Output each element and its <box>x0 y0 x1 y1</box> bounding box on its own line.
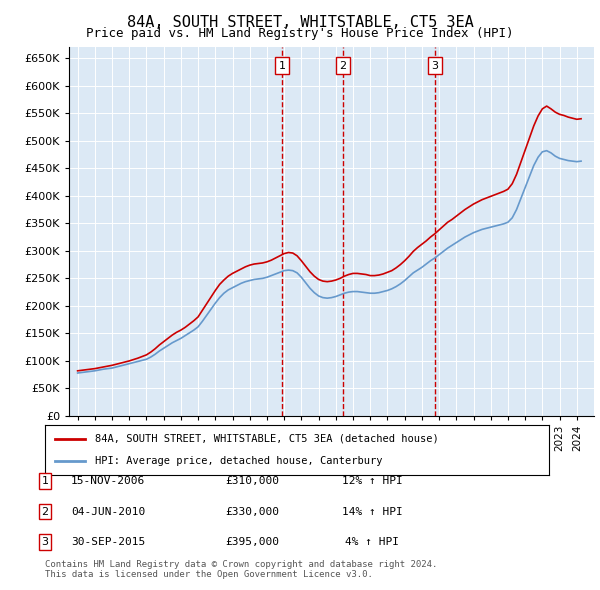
Text: 3: 3 <box>41 537 49 547</box>
Text: 1: 1 <box>278 61 286 71</box>
Text: 30-SEP-2015: 30-SEP-2015 <box>71 537 145 547</box>
Text: 12% ↑ HPI: 12% ↑ HPI <box>341 476 403 486</box>
Text: HPI: Average price, detached house, Canterbury: HPI: Average price, detached house, Cant… <box>95 456 383 466</box>
Text: £395,000: £395,000 <box>225 537 279 547</box>
Text: 4% ↑ HPI: 4% ↑ HPI <box>345 537 399 547</box>
Text: £330,000: £330,000 <box>225 507 279 516</box>
Text: 04-JUN-2010: 04-JUN-2010 <box>71 507 145 516</box>
Text: 14% ↑ HPI: 14% ↑ HPI <box>341 507 403 516</box>
Text: 1: 1 <box>41 476 49 486</box>
Text: 84A, SOUTH STREET, WHITSTABLE, CT5 3EA (detached house): 84A, SOUTH STREET, WHITSTABLE, CT5 3EA (… <box>95 434 439 444</box>
Text: 15-NOV-2006: 15-NOV-2006 <box>71 476 145 486</box>
Text: 84A, SOUTH STREET, WHITSTABLE, CT5 3EA: 84A, SOUTH STREET, WHITSTABLE, CT5 3EA <box>127 15 473 30</box>
Text: Price paid vs. HM Land Registry's House Price Index (HPI): Price paid vs. HM Land Registry's House … <box>86 27 514 40</box>
Text: 2: 2 <box>340 61 347 71</box>
Text: £310,000: £310,000 <box>225 476 279 486</box>
Text: 2: 2 <box>41 507 49 516</box>
Text: Contains HM Land Registry data © Crown copyright and database right 2024.
This d: Contains HM Land Registry data © Crown c… <box>45 560 437 579</box>
Text: 3: 3 <box>431 61 438 71</box>
